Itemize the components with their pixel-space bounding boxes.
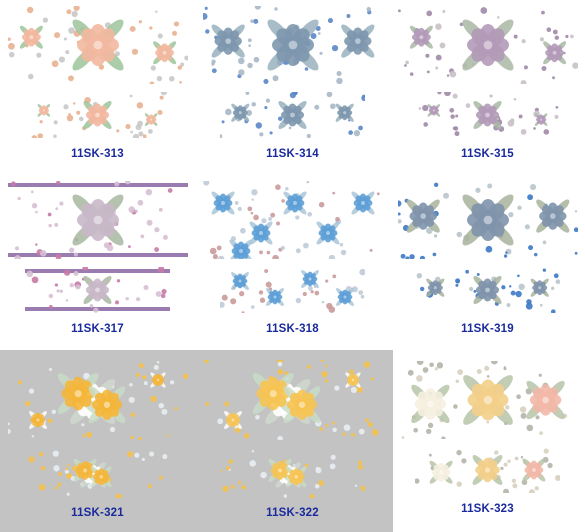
wrap-design-small[interactable] <box>25 267 170 313</box>
wrap-design-small[interactable] <box>220 92 365 138</box>
small-flower <box>534 113 548 126</box>
small-flower <box>543 41 567 65</box>
wrap-design-small[interactable] <box>220 450 365 498</box>
hydrangea-flower <box>301 270 319 288</box>
rose-flower <box>267 19 319 71</box>
wrap-design-large[interactable] <box>398 6 578 84</box>
yellow-flower <box>88 386 126 424</box>
yellow-flower <box>29 411 47 429</box>
wrap-design-large[interactable] <box>203 360 383 440</box>
rose-flower <box>72 19 124 71</box>
yellow-flower <box>57 373 99 415</box>
product-code: 11SK-318 <box>266 323 319 335</box>
wrap-design-large[interactable] <box>203 181 383 259</box>
product-card[interactable]: 11SK-322 <box>195 350 390 532</box>
ranunculus-flower <box>463 375 513 425</box>
product-card[interactable]: 11SK-323 <box>390 355 585 530</box>
wrap-design-large[interactable] <box>203 6 383 84</box>
hydrangea-flower <box>266 288 284 306</box>
scatter-dots <box>220 92 365 138</box>
white-flower <box>429 460 453 484</box>
white-flower <box>411 384 450 424</box>
hydrangea-flower <box>229 239 253 259</box>
product-code: 11SK-315 <box>461 148 514 160</box>
rose-flower <box>530 278 549 297</box>
small-flower <box>409 25 433 49</box>
rose-flower <box>473 100 502 130</box>
hydrangea-flower <box>211 191 235 215</box>
scatter-dots <box>416 268 560 313</box>
hydrangea-flower <box>351 191 375 215</box>
product-card[interactable]: 11SK-314 <box>195 0 390 175</box>
small-flower <box>37 104 51 117</box>
yellow-flower <box>150 372 166 388</box>
pink-flower <box>522 458 546 482</box>
product-card[interactable]: 11SK-313 <box>0 0 195 175</box>
product-code: 11SK-314 <box>266 148 319 160</box>
yellow-flower <box>90 466 112 488</box>
rose-flower <box>536 199 570 233</box>
small-flower <box>144 113 158 126</box>
small-flower <box>427 104 441 117</box>
wrap-design-small[interactable] <box>415 447 560 493</box>
product-code: 11SK-319 <box>461 323 514 335</box>
product-card[interactable]: 11SK-315 <box>390 0 585 175</box>
rose-flower <box>231 103 250 122</box>
product-card[interactable]: 11SK-317 <box>0 175 195 350</box>
wrap-design-large[interactable] <box>398 361 578 439</box>
rose-flower <box>406 199 440 233</box>
rose-flower <box>335 103 354 122</box>
yellow-flower <box>73 458 97 482</box>
hydrangea-flower <box>231 272 249 290</box>
small-flower <box>19 25 43 49</box>
product-card[interactable]: 11SK-318 <box>195 175 390 350</box>
small-flower <box>153 41 177 65</box>
wrap-design-large[interactable] <box>398 181 578 259</box>
product-card[interactable]: 11SK-321 <box>0 350 195 532</box>
product-code: 11SK-313 <box>71 148 124 160</box>
rose-flower <box>72 194 124 246</box>
rose-flower <box>341 24 375 58</box>
wrap-design-small[interactable] <box>25 450 170 498</box>
yellow-flower <box>252 373 294 415</box>
rose-flower <box>83 275 112 305</box>
wrap-design-large[interactable] <box>8 181 188 259</box>
scatter-dots <box>203 181 380 259</box>
wrap-design-large[interactable] <box>8 360 188 440</box>
rose-flower <box>426 278 445 297</box>
hydrangea-flower <box>283 191 307 215</box>
product-code: 11SK-322 <box>266 507 319 519</box>
rose-flower <box>473 275 502 305</box>
yellow-flower <box>345 372 361 388</box>
rose-flower <box>462 194 514 246</box>
product-card[interactable]: 11SK-319 <box>390 175 585 350</box>
ranunculus-flower <box>472 455 503 485</box>
wrap-design-large[interactable] <box>8 6 188 84</box>
hydrangea-flower <box>316 221 340 245</box>
yellow-flower <box>285 466 307 488</box>
wrap-design-small[interactable] <box>415 267 560 313</box>
rose-flower <box>83 100 112 130</box>
rose-flower <box>278 100 307 130</box>
yellow-flower <box>268 458 292 482</box>
yellow-flower <box>224 411 242 429</box>
wrap-design-small[interactable] <box>220 267 365 313</box>
product-code: 11SK-321 <box>71 507 124 519</box>
rose-flower <box>462 19 514 71</box>
wrap-design-small[interactable] <box>415 92 560 138</box>
product-code: 11SK-323 <box>461 503 514 515</box>
product-code: 11SK-317 <box>71 323 124 335</box>
pink-flower <box>526 380 565 420</box>
lace-border <box>8 183 188 257</box>
hydrangea-flower <box>336 288 354 306</box>
yellow-flower <box>283 386 321 424</box>
rose-flower <box>211 24 245 58</box>
wrap-design-small[interactable] <box>25 92 170 138</box>
